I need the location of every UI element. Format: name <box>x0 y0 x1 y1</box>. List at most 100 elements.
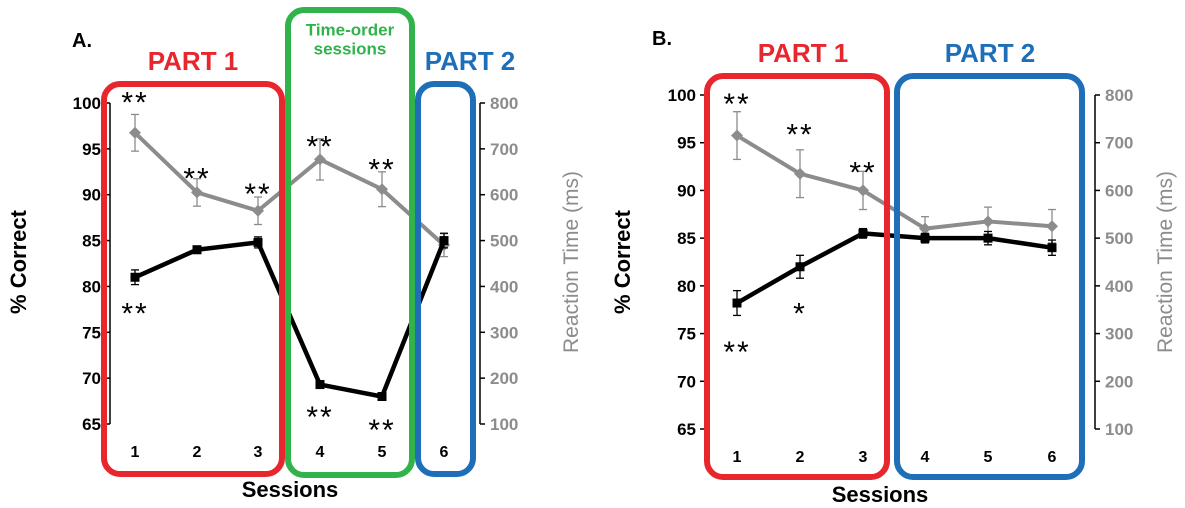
x-axis-title: Sessions <box>832 482 929 507</box>
left-tick-label: 90 <box>677 181 696 200</box>
right-tick-label: 600 <box>1105 181 1133 200</box>
significance-marker: ** <box>121 86 148 119</box>
reaction-time-point <box>314 153 326 166</box>
region-label-time-order-sessions: Time-order <box>306 21 395 40</box>
reaction-time-point <box>982 215 994 228</box>
significance-marker: ** <box>121 297 148 330</box>
region-box-part-1 <box>101 81 285 477</box>
reaction-time-point <box>252 204 264 217</box>
x-tick-label: 4 <box>316 444 325 461</box>
accuracy-point <box>377 391 387 401</box>
significance-marker: ** <box>368 414 395 447</box>
reaction-time-point <box>857 184 869 197</box>
right-tick-label: 700 <box>1105 134 1133 153</box>
y-axis-title-left: % Correct <box>610 209 635 314</box>
reaction-time-point <box>191 186 203 199</box>
significance-marker: ** <box>723 88 750 121</box>
reaction-time-point <box>129 126 141 139</box>
accuracy-point <box>1047 243 1057 253</box>
x-tick-label: 3 <box>859 449 868 466</box>
left-tick-label: 100 <box>73 94 101 113</box>
x-tick-label: 2 <box>193 444 202 461</box>
x-tick-label: 6 <box>1048 449 1057 466</box>
accuracy-point <box>253 237 263 247</box>
reaction-time-point <box>794 167 806 180</box>
right-tick-label: 700 <box>490 140 518 159</box>
region-box-part-2 <box>894 73 1085 480</box>
significance-marker: ** <box>849 156 876 189</box>
right-tick-label: 300 <box>1105 325 1133 344</box>
significance-marker: ** <box>723 336 750 369</box>
significance-marker: ** <box>786 118 813 151</box>
accuracy-point <box>130 272 140 282</box>
left-tick-label: 70 <box>677 372 696 391</box>
x-tick-label: 5 <box>378 444 387 461</box>
y-axis-title-left: % Correct <box>6 209 31 314</box>
x-tick-label: 2 <box>796 449 805 466</box>
left-tick-label: 75 <box>677 325 696 344</box>
right-tick-label: 800 <box>490 94 518 113</box>
significance-marker: ** <box>368 153 395 186</box>
left-tick-label: 85 <box>82 232 101 251</box>
significance-marker: * <box>793 298 807 331</box>
x-tick-label: 6 <box>440 444 449 461</box>
significance-marker: ** <box>306 130 333 163</box>
accuracy-point <box>795 262 805 272</box>
panel-b: B.65707580859095100100200300400500600700… <box>610 28 1177 507</box>
accuracy-point <box>439 236 449 246</box>
region-box-part-1 <box>704 73 890 480</box>
left-tick-label: 85 <box>677 229 696 248</box>
accuracy-point <box>315 380 325 390</box>
right-tick-label: 500 <box>490 232 518 251</box>
right-tick-label: 400 <box>490 277 518 296</box>
significance-marker: ** <box>183 163 210 196</box>
x-tick-label: 1 <box>131 444 140 461</box>
right-tick-label: 500 <box>1105 229 1133 248</box>
significance-marker: ** <box>306 401 333 434</box>
right-tick-label: 200 <box>1105 372 1133 391</box>
left-tick-label: 65 <box>677 420 696 439</box>
region-label-time-order-sessions: sessions <box>314 40 387 59</box>
region-box-time-order-sessions <box>285 7 415 478</box>
left-tick-label: 100 <box>668 86 696 105</box>
x-tick-label: 5 <box>984 449 993 466</box>
right-tick-label: 100 <box>1105 420 1133 439</box>
reaction-time-point <box>376 183 388 196</box>
left-tick-label: 65 <box>82 415 101 434</box>
left-tick-label: 75 <box>82 323 101 342</box>
left-tick-label: 95 <box>677 134 696 153</box>
accuracy-point <box>858 228 868 238</box>
right-tick-label: 600 <box>490 186 518 205</box>
x-tick-label: 1 <box>733 449 742 466</box>
accuracy-point <box>920 233 930 243</box>
accuracy-point <box>983 233 993 243</box>
right-tick-label: 400 <box>1105 277 1133 296</box>
left-tick-label: 95 <box>82 140 101 159</box>
region-box-part-2 <box>415 81 476 477</box>
x-tick-label: 4 <box>921 449 930 466</box>
y-axis-title-right: Reaction Time (ms) <box>560 171 583 353</box>
left-tick-label: 70 <box>82 369 101 388</box>
reaction-time-point <box>919 222 931 235</box>
panel-label: A. <box>72 30 92 52</box>
right-tick-label: 100 <box>490 415 518 434</box>
x-axis-title: Sessions <box>242 477 339 502</box>
region-label-part-2: PART 2 <box>425 46 516 76</box>
region-label-part-1: PART 1 <box>148 46 239 76</box>
right-tick-label: 800 <box>1105 86 1133 105</box>
left-tick-label: 80 <box>677 277 696 296</box>
region-label-part-2: PART 2 <box>945 38 1036 68</box>
y-axis-title-right: Reaction Time (ms) <box>1154 171 1177 353</box>
panel-label: B. <box>652 28 672 50</box>
panel-a: A.65707580859095100100200300400500600700… <box>6 7 583 502</box>
right-tick-label: 200 <box>490 369 518 388</box>
accuracy-point <box>732 298 742 308</box>
region-label-part-1: PART 1 <box>758 38 849 68</box>
accuracy-point <box>192 245 202 255</box>
reaction-time-point <box>1046 220 1058 233</box>
significance-marker: ** <box>244 178 271 211</box>
right-tick-label: 300 <box>490 323 518 342</box>
x-tick-label: 3 <box>254 444 263 461</box>
left-tick-label: 90 <box>82 186 101 205</box>
